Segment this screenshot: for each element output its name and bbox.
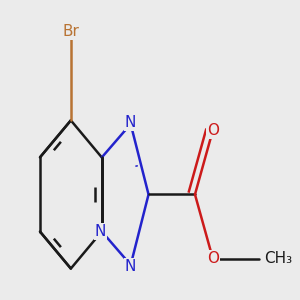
- Text: O: O: [207, 123, 219, 138]
- Text: N: N: [125, 115, 136, 130]
- Text: N: N: [94, 224, 106, 239]
- Text: Br: Br: [62, 24, 79, 39]
- Text: N: N: [125, 259, 136, 274]
- Text: O: O: [207, 251, 219, 266]
- Text: CH₃: CH₃: [264, 251, 292, 266]
